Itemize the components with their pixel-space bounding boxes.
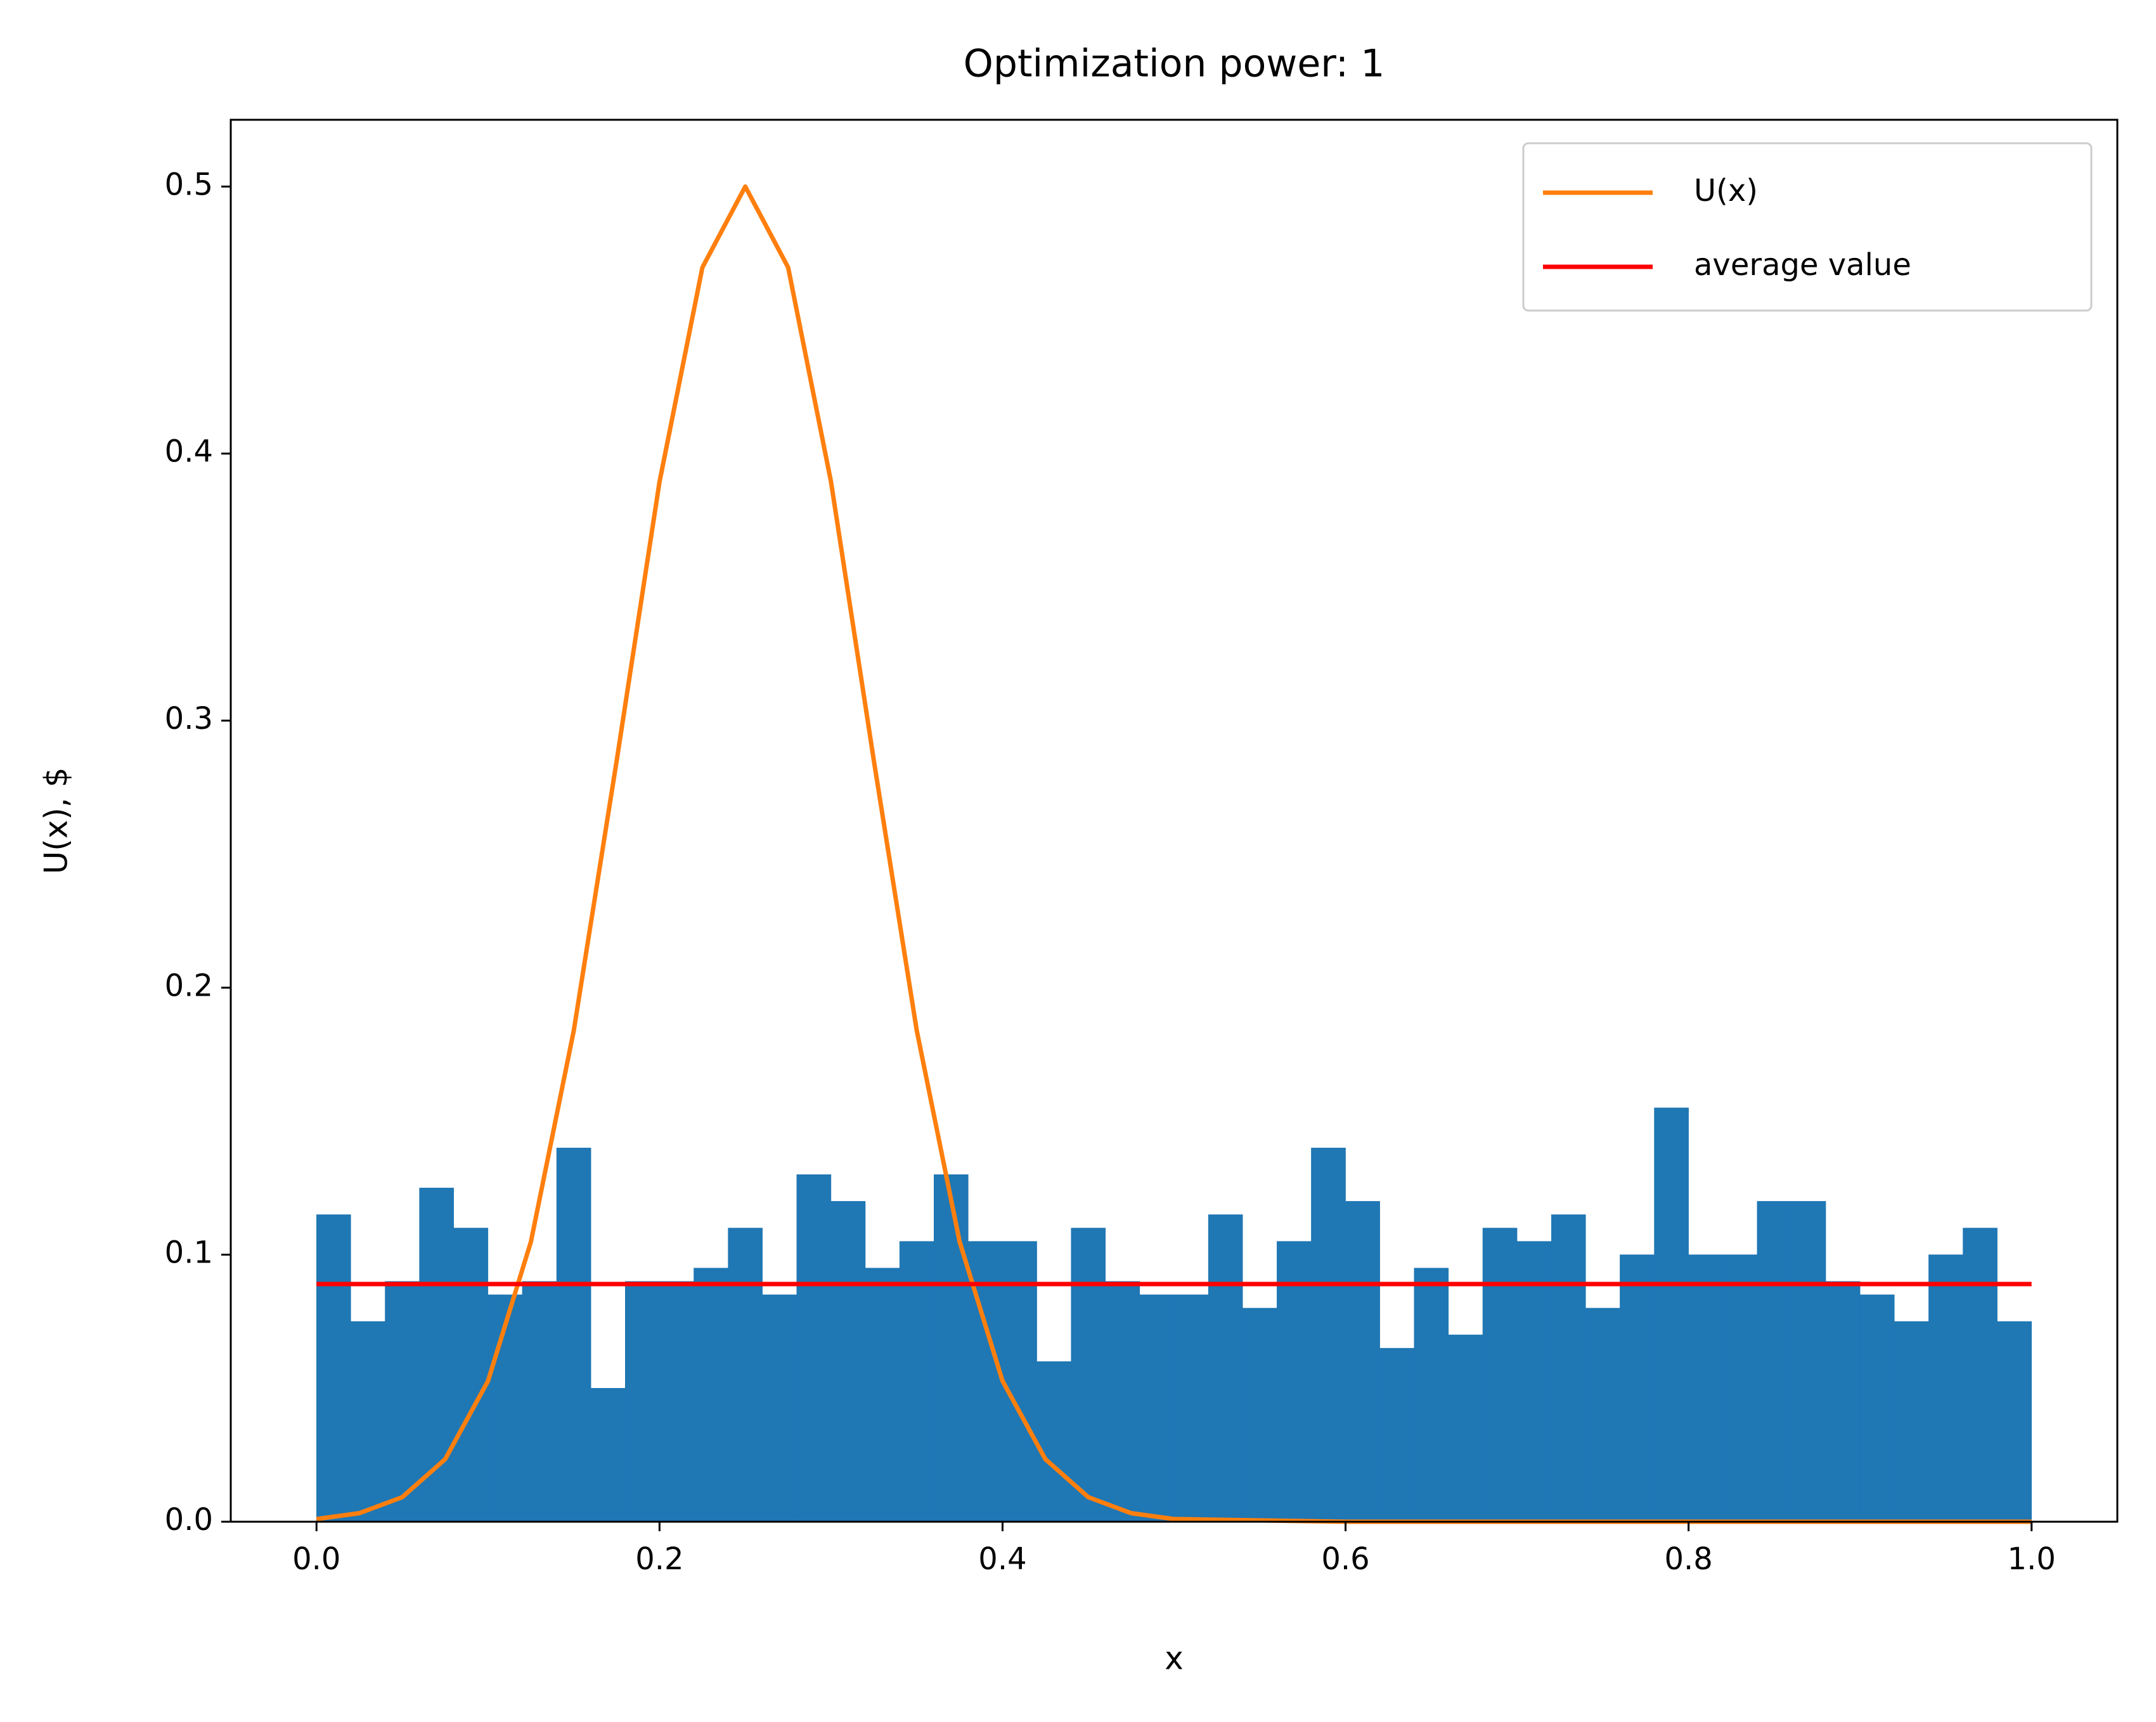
histogram-bar — [1894, 1321, 1929, 1522]
histogram-bar — [1311, 1147, 1346, 1522]
histogram-bar — [1139, 1294, 1175, 1522]
plot-frame — [229, 119, 2119, 1523]
histogram-bar — [351, 1321, 385, 1522]
histogram-bar — [899, 1241, 934, 1522]
x-tick-label: 1.0 — [2008, 1541, 2056, 1577]
histogram-bar — [385, 1281, 420, 1522]
x-tick-label: 0.8 — [1664, 1541, 1712, 1577]
legend-box — [1522, 142, 2093, 312]
y-tick-label: 0.0 — [165, 1502, 213, 1538]
histogram-bar — [1105, 1281, 1140, 1522]
histogram-bar — [1173, 1294, 1209, 1522]
histogram-bar — [1585, 1308, 1620, 1522]
histogram-bar — [625, 1281, 660, 1522]
y-tick-label: 0.1 — [165, 1235, 213, 1271]
histogram-bar — [1516, 1241, 1552, 1522]
x-tick-label: 0.6 — [1321, 1541, 1369, 1577]
x-tick-label: 0.2 — [635, 1541, 683, 1577]
histogram-bar — [1277, 1241, 1312, 1522]
histogram-bar — [1859, 1294, 1895, 1522]
y-tick-label: 0.3 — [165, 701, 213, 736]
chart-title: Optimization power: 1 — [964, 42, 1385, 86]
histogram-bar — [1654, 1107, 1689, 1522]
histogram-bar — [1036, 1361, 1071, 1522]
histogram-bar — [1071, 1228, 1106, 1522]
histogram-bar — [1620, 1254, 1655, 1522]
y-tick-label: 0.4 — [165, 434, 213, 470]
x-tick-label: 0.4 — [978, 1541, 1026, 1577]
histogram-bar — [453, 1228, 489, 1522]
histogram-bar — [419, 1188, 454, 1522]
histogram-bar — [830, 1201, 866, 1522]
histogram-bar — [1345, 1201, 1380, 1522]
y-tick-label: 0.5 — [165, 167, 213, 202]
histogram-bar — [590, 1388, 626, 1522]
histogram-bar — [762, 1294, 797, 1522]
histogram-bar — [865, 1268, 900, 1522]
histogram-bar — [316, 1214, 351, 1522]
histogram-bar — [1551, 1214, 1586, 1522]
x-axis-label: x — [1165, 1640, 1184, 1677]
y-tick-label: 0.2 — [165, 968, 213, 1003]
histogram-bar — [1928, 1254, 1963, 1522]
histogram-bar — [1379, 1347, 1415, 1522]
y-axis-label: U(x), $ — [38, 768, 75, 875]
histogram-bar — [556, 1147, 591, 1522]
x-tick-label: 0.0 — [292, 1541, 340, 1577]
histogram-bar — [659, 1281, 694, 1522]
line-series — [316, 184, 2032, 1524]
histogram-bar — [1482, 1228, 1518, 1522]
histogram-bar — [728, 1228, 763, 1522]
histogram-bar — [1208, 1214, 1243, 1522]
histogram-bar — [522, 1281, 557, 1522]
histogram-bar — [1791, 1201, 1826, 1522]
histogram-bar — [1757, 1201, 1792, 1522]
histogram-bar — [1963, 1228, 1998, 1522]
histogram-bar — [1242, 1308, 1277, 1522]
histogram-bar — [1414, 1268, 1449, 1522]
histogram-bar — [933, 1174, 969, 1522]
histogram-bar — [1722, 1254, 1758, 1522]
legend-label: average value — [1694, 247, 1911, 283]
histogram-bar — [1688, 1254, 1723, 1522]
histogram-bar — [1825, 1281, 1861, 1522]
histogram-bar — [1448, 1334, 1483, 1522]
histogram-bar — [694, 1268, 728, 1522]
histogram-bar — [1997, 1321, 2032, 1522]
legend-label: U(x) — [1694, 173, 1758, 209]
histogram-bar — [796, 1174, 832, 1522]
